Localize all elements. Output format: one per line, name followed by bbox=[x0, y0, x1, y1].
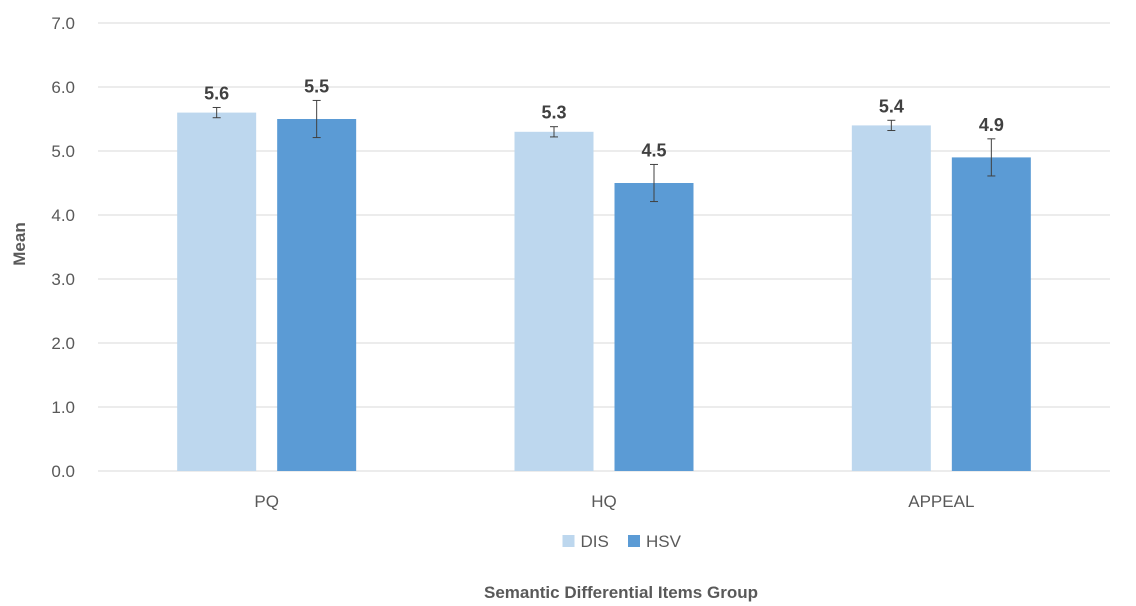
x-axis-title: Semantic Differential Items Group bbox=[484, 583, 758, 602]
y-tick-label: 5.0 bbox=[51, 142, 75, 161]
y-axis-title: Mean bbox=[10, 222, 29, 265]
y-tick-label: 4.0 bbox=[51, 206, 75, 225]
error-bar bbox=[987, 138, 996, 177]
legend-swatch bbox=[628, 535, 640, 547]
bar-dis-hq bbox=[514, 131, 594, 472]
legend-item-hsv[interactable]: HSV bbox=[628, 532, 682, 551]
y-tick-label: 7.0 bbox=[51, 14, 75, 33]
y-tick-label: 0.0 bbox=[51, 462, 75, 481]
legend-item-dis[interactable]: DIS bbox=[562, 532, 609, 551]
data-label: 5.6 bbox=[204, 83, 229, 103]
x-axis-ticks: PQ HQ APPEAL bbox=[254, 492, 974, 511]
bar-hsv-pq bbox=[277, 119, 357, 471]
error-bars bbox=[212, 99, 996, 203]
y-tick-label: 2.0 bbox=[51, 334, 75, 353]
bar-hsv-appeal bbox=[951, 157, 1031, 471]
error-bar bbox=[650, 163, 658, 203]
bars bbox=[177, 112, 1031, 472]
y-tick-label: 6.0 bbox=[51, 78, 75, 97]
gridlines bbox=[98, 22, 1110, 472]
error-bar bbox=[550, 126, 558, 138]
legend[interactable]: DIS HSV bbox=[562, 532, 682, 551]
legend-label: HSV bbox=[646, 532, 682, 551]
error-bar bbox=[212, 106, 221, 119]
y-axis-ticks: 0.0 1.0 2.0 3.0 4.0 5.0 6.0 7.0 bbox=[51, 14, 75, 481]
error-bar bbox=[887, 119, 896, 132]
data-labels: 5.6 5.5 5.3 4.5 5.4 4.9 bbox=[204, 76, 1004, 160]
bar-dis-pq bbox=[177, 112, 257, 471]
bar-hsv-hq bbox=[614, 183, 694, 471]
x-tick-label: APPEAL bbox=[908, 492, 974, 511]
bar-dis-appeal bbox=[851, 125, 931, 472]
data-label: 4.9 bbox=[979, 115, 1004, 135]
data-label: 5.5 bbox=[304, 76, 329, 96]
data-label: 5.4 bbox=[879, 96, 904, 116]
data-label: 4.5 bbox=[641, 140, 666, 160]
x-tick-label: PQ bbox=[254, 492, 279, 511]
y-tick-label: 3.0 bbox=[51, 270, 75, 289]
data-label: 5.3 bbox=[541, 103, 566, 123]
y-tick-label: 1.0 bbox=[51, 398, 75, 417]
error-bar bbox=[312, 99, 321, 139]
legend-swatch bbox=[562, 535, 575, 547]
legend-label: DIS bbox=[581, 532, 609, 551]
x-tick-label: HQ bbox=[591, 492, 617, 511]
